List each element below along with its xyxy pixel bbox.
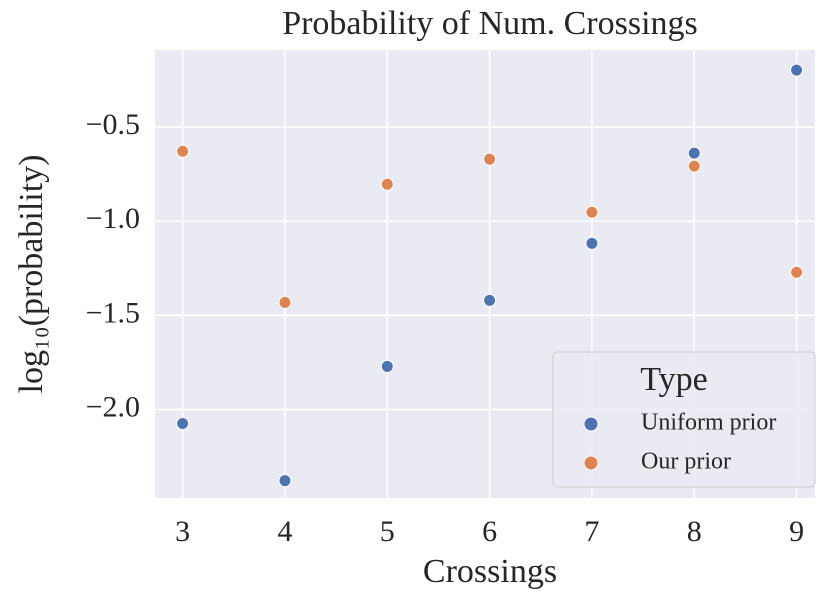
- y-tick-label: −0.5: [86, 108, 140, 141]
- x-tick-label: 7: [584, 515, 599, 548]
- y-tick-label: −1.0: [86, 202, 140, 235]
- point: [483, 293, 497, 307]
- legend-title: Type: [640, 361, 708, 398]
- point: [176, 144, 190, 158]
- legend-marker: [583, 416, 599, 432]
- point: [278, 295, 292, 309]
- point: [687, 146, 701, 160]
- y-tick-label: −2.0: [86, 390, 140, 423]
- point: [380, 177, 394, 191]
- point: [176, 416, 190, 430]
- point: [483, 152, 497, 166]
- point: [790, 63, 804, 77]
- chart-title: Probability of Num. Crossings: [282, 5, 698, 42]
- point: [687, 159, 701, 173]
- legend-label: Our prior: [641, 449, 731, 475]
- legend-label: Uniform prior: [641, 410, 776, 436]
- legend-box: [552, 351, 816, 488]
- y-axis-label: log₁₀(probability): [13, 155, 50, 394]
- point: [585, 236, 599, 250]
- x-tick-label: 4: [277, 515, 292, 548]
- legend-marker: [583, 455, 599, 471]
- x-axis-label: Crossings: [423, 553, 557, 590]
- point: [585, 205, 599, 219]
- x-tick-label: 5: [380, 515, 395, 548]
- x-tick-label: 9: [789, 515, 804, 548]
- point: [790, 265, 804, 279]
- x-tick-label: 8: [687, 515, 702, 548]
- point: [278, 474, 292, 488]
- point: [380, 359, 394, 373]
- x-tick-label: 6: [482, 515, 497, 548]
- x-tick-label: 3: [175, 515, 190, 548]
- y-tick-label: −1.5: [86, 296, 140, 329]
